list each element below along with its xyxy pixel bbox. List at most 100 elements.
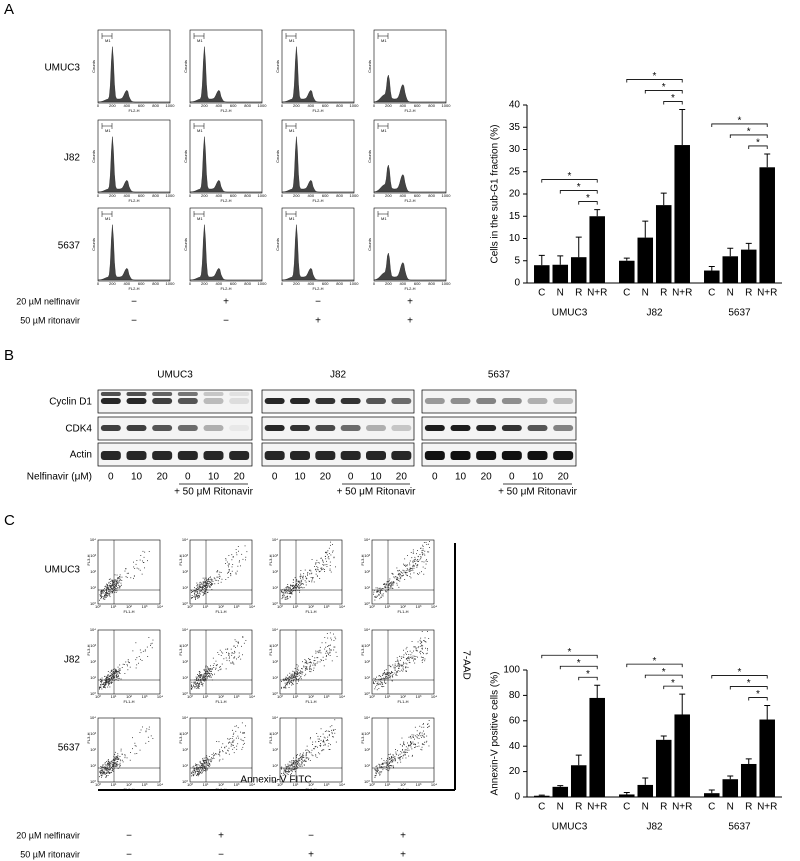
- dot: [203, 767, 204, 768]
- dot: [218, 577, 219, 578]
- dot: [420, 643, 421, 644]
- dot: [205, 768, 206, 769]
- dot: [410, 657, 411, 658]
- dot: [290, 770, 291, 771]
- dot: [203, 587, 204, 588]
- dot: [419, 746, 420, 747]
- dot: [108, 583, 109, 584]
- dot: [393, 574, 394, 575]
- dot-x-tick: 10³: [142, 782, 148, 787]
- treatment-mark: −: [315, 297, 321, 308]
- dot: [107, 768, 108, 769]
- dot: [403, 662, 404, 663]
- dot: [244, 737, 245, 738]
- dot: [415, 735, 416, 736]
- dot: [219, 578, 220, 579]
- dot: [409, 737, 410, 738]
- dot: [417, 560, 418, 561]
- dot: [376, 677, 377, 678]
- dot: [205, 589, 206, 590]
- dot: [313, 755, 314, 756]
- dot: [115, 752, 116, 753]
- dot: [398, 573, 399, 574]
- dot: [226, 652, 227, 653]
- dot: [100, 681, 101, 682]
- dot: [115, 757, 116, 758]
- dot: [314, 566, 315, 567]
- x-tick-label: C: [538, 802, 545, 813]
- dot: [209, 766, 210, 767]
- dot: [423, 550, 424, 551]
- dot: [417, 650, 418, 651]
- dot: [423, 657, 424, 658]
- dot: [410, 651, 411, 652]
- dot: [200, 766, 201, 767]
- dot: [200, 582, 201, 583]
- dot: [135, 753, 136, 754]
- dot: [236, 549, 237, 550]
- dot-y-tick: 10³: [364, 553, 370, 558]
- dot: [292, 674, 293, 675]
- hist-tick-label: 200: [201, 281, 208, 286]
- dot-y-tick: 10⁴: [90, 537, 96, 542]
- dot: [318, 651, 319, 652]
- dot: [121, 751, 122, 752]
- dot: [308, 759, 309, 760]
- dot: [192, 687, 193, 688]
- hist-tick-label: 1000: [350, 103, 360, 108]
- dot-x-tick: 10³: [324, 604, 330, 609]
- dot: [389, 769, 390, 770]
- dot: [112, 592, 113, 593]
- dot: [411, 743, 412, 744]
- dot: [117, 758, 118, 759]
- dot-x-tick: 10⁴: [157, 782, 163, 787]
- hist-y-label: Counts: [275, 150, 280, 163]
- dot: [205, 582, 206, 583]
- dot: [212, 584, 213, 585]
- dose-label: 20: [234, 472, 246, 483]
- dot: [328, 557, 329, 558]
- dot: [153, 640, 154, 641]
- dot: [396, 666, 397, 667]
- blot-band: [178, 425, 198, 431]
- dot: [374, 769, 375, 770]
- dot: [106, 682, 107, 683]
- dot: [197, 677, 198, 678]
- dot: [200, 679, 201, 680]
- dot: [120, 759, 121, 760]
- blot-band: [528, 451, 548, 460]
- dot: [204, 758, 205, 759]
- dot: [195, 772, 196, 773]
- dot: [302, 674, 303, 675]
- dot: [376, 770, 377, 771]
- dot: [120, 668, 121, 669]
- dot-x-tick: 10⁴: [339, 694, 345, 699]
- dot: [404, 751, 405, 752]
- dot: [236, 746, 237, 747]
- dot: [423, 567, 424, 568]
- dot: [136, 668, 137, 669]
- dot-y-tick: 10¹: [364, 763, 370, 768]
- dot: [108, 586, 109, 587]
- dot: [328, 746, 329, 747]
- dot: [204, 594, 205, 595]
- dot: [109, 766, 110, 767]
- dot: [298, 764, 299, 765]
- dot: [396, 579, 397, 580]
- dot: [325, 564, 326, 565]
- dot: [422, 657, 423, 658]
- dot: [306, 667, 307, 668]
- dot: [405, 667, 406, 668]
- dot: [152, 647, 153, 648]
- y-tick-label: 10: [509, 233, 521, 244]
- dot: [400, 760, 401, 761]
- dot: [421, 641, 422, 642]
- dot: [211, 584, 212, 585]
- dot: [100, 766, 101, 767]
- dot: [108, 683, 109, 684]
- dot: [194, 596, 195, 597]
- dot: [399, 570, 400, 571]
- dot: [317, 651, 318, 652]
- dot: [104, 599, 105, 600]
